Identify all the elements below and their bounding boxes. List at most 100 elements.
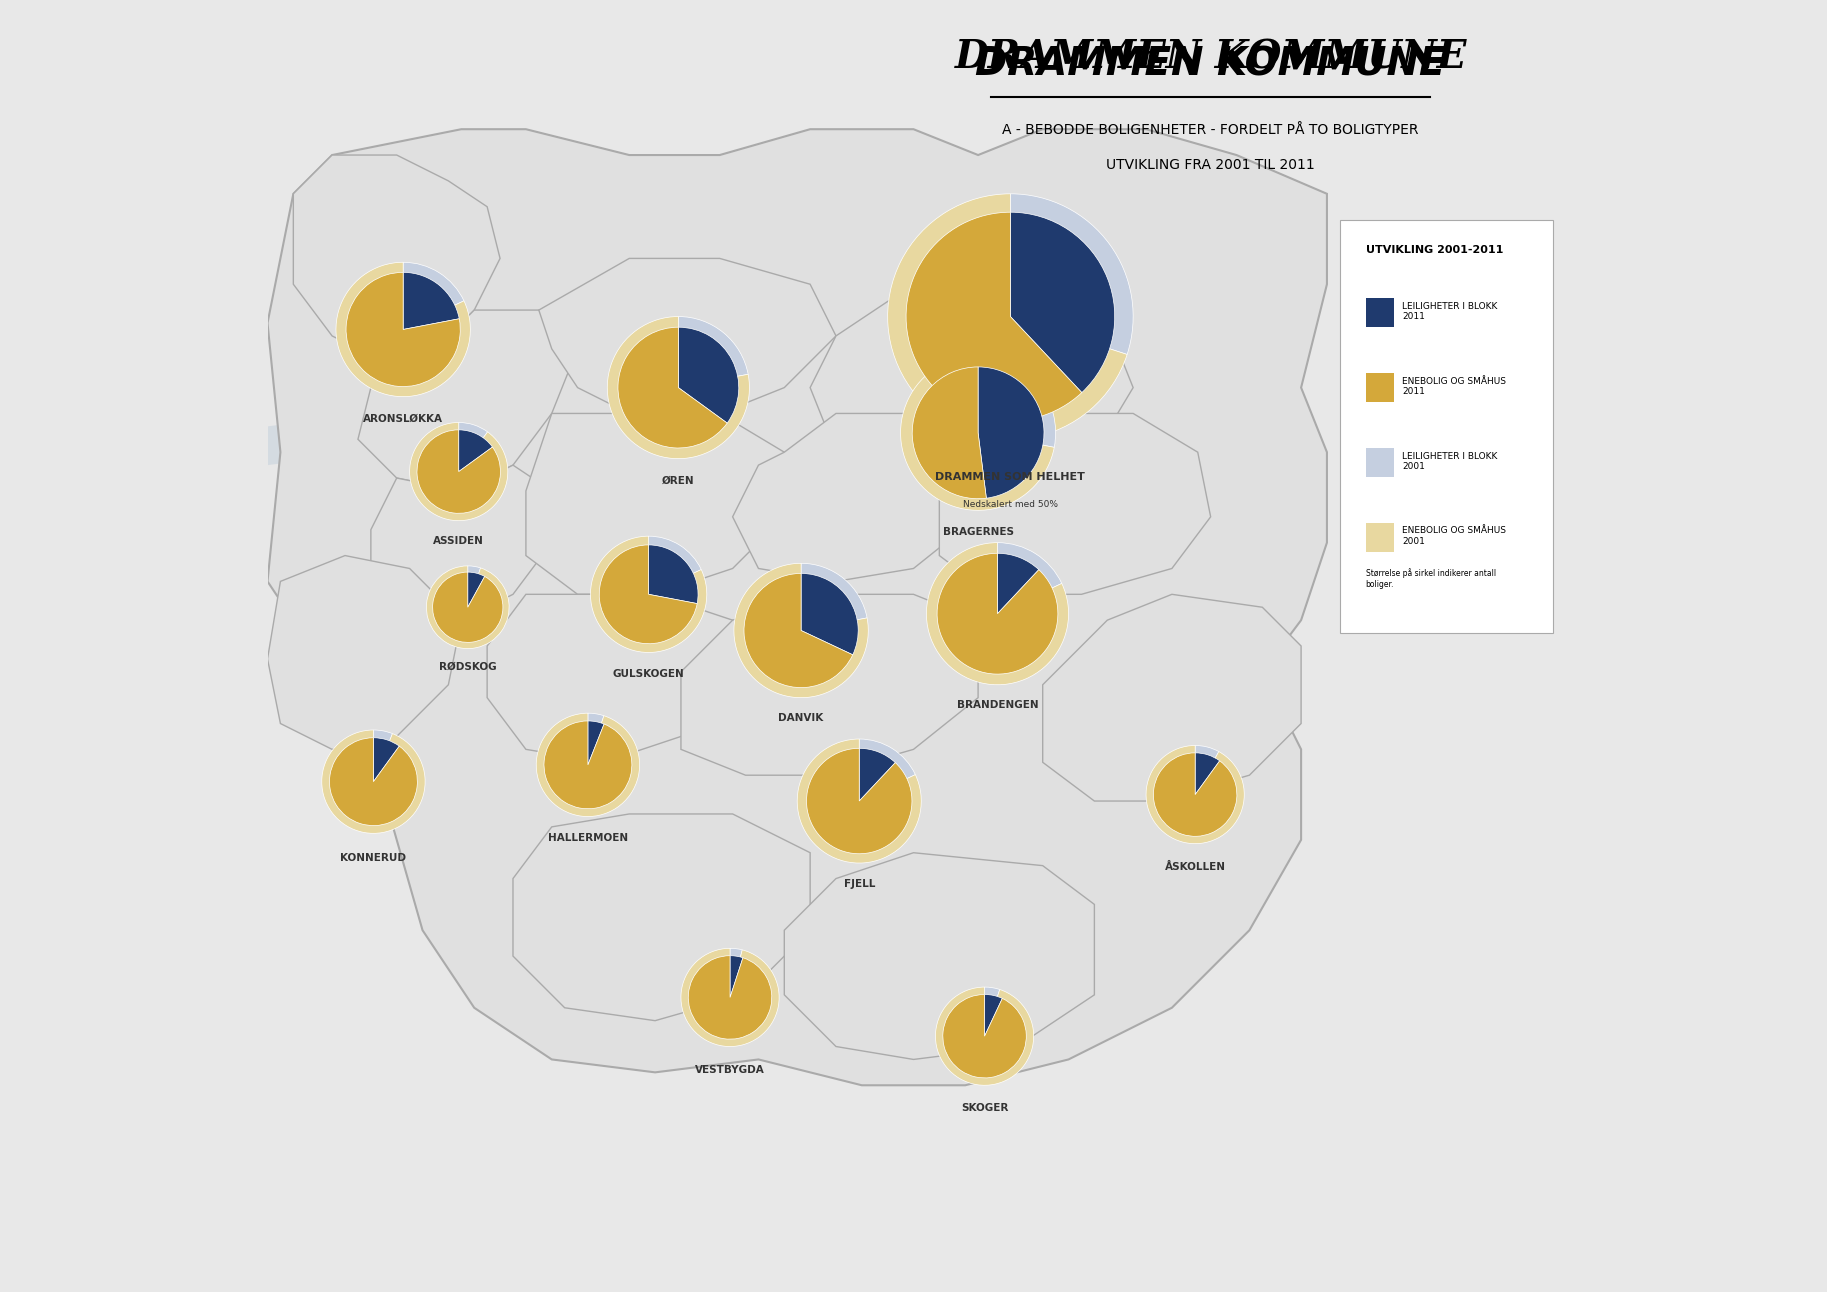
FancyBboxPatch shape	[1367, 373, 1394, 402]
Polygon shape	[526, 413, 784, 594]
Text: DRAMMEN KOMMUNE: DRAMMEN KOMMUNE	[954, 39, 1467, 76]
Wedge shape	[926, 543, 1069, 685]
Polygon shape	[809, 284, 1133, 491]
Wedge shape	[404, 262, 464, 329]
Wedge shape	[912, 367, 987, 499]
Wedge shape	[1010, 212, 1114, 393]
Polygon shape	[681, 594, 977, 775]
Text: SKOGER: SKOGER	[961, 1103, 1009, 1114]
Text: Størrelse på sirkel indikerer antall
boliger.: Størrelse på sirkel indikerer antall bol…	[1367, 568, 1496, 589]
Wedge shape	[1153, 753, 1237, 836]
Wedge shape	[800, 563, 868, 630]
Wedge shape	[404, 273, 459, 329]
Text: ÅSKOLLEN: ÅSKOLLEN	[1164, 862, 1226, 872]
Wedge shape	[649, 545, 698, 603]
Text: RØDSKOG: RØDSKOG	[438, 662, 497, 672]
Wedge shape	[433, 572, 502, 642]
Text: BRANDENGEN: BRANDENGEN	[957, 700, 1038, 711]
Wedge shape	[345, 273, 460, 386]
FancyBboxPatch shape	[1367, 448, 1394, 477]
Wedge shape	[731, 948, 742, 997]
Polygon shape	[267, 413, 1326, 491]
Polygon shape	[1043, 594, 1301, 801]
Wedge shape	[537, 713, 639, 817]
Wedge shape	[1010, 194, 1133, 354]
Wedge shape	[426, 566, 510, 649]
Wedge shape	[985, 987, 999, 1036]
Wedge shape	[468, 566, 481, 607]
Wedge shape	[998, 553, 1040, 614]
Wedge shape	[806, 748, 912, 854]
Text: GULSKOGEN: GULSKOGEN	[612, 669, 685, 680]
Wedge shape	[678, 327, 738, 422]
Wedge shape	[588, 713, 605, 765]
Wedge shape	[731, 956, 744, 997]
Polygon shape	[539, 258, 837, 413]
Wedge shape	[1195, 753, 1220, 795]
Wedge shape	[985, 995, 1003, 1036]
Wedge shape	[417, 430, 501, 513]
FancyBboxPatch shape	[1367, 298, 1394, 327]
Text: VESTBYGDA: VESTBYGDA	[694, 1065, 766, 1075]
Wedge shape	[409, 422, 508, 521]
Text: DRAMMEN KOMMUNE: DRAMMEN KOMMUNE	[976, 45, 1445, 83]
Wedge shape	[468, 572, 484, 607]
Wedge shape	[943, 995, 1027, 1078]
Text: ENEBOLIG OG SMÅHUS
2011: ENEBOLIG OG SMÅHUS 2011	[1401, 376, 1505, 397]
Wedge shape	[607, 317, 749, 459]
Wedge shape	[977, 355, 1056, 447]
Text: DRAMMEN SOM HELHET: DRAMMEN SOM HELHET	[935, 472, 1085, 482]
Wedge shape	[329, 738, 417, 826]
Wedge shape	[1146, 745, 1244, 844]
Wedge shape	[859, 739, 915, 801]
Wedge shape	[590, 536, 707, 652]
Wedge shape	[906, 212, 1082, 421]
Wedge shape	[689, 956, 771, 1039]
Text: ARONSLØKKA: ARONSLØKKA	[364, 413, 444, 424]
Wedge shape	[336, 262, 470, 397]
Wedge shape	[744, 574, 853, 687]
Wedge shape	[859, 748, 895, 801]
Wedge shape	[459, 430, 493, 472]
Wedge shape	[459, 422, 488, 472]
Wedge shape	[977, 367, 1043, 499]
Wedge shape	[734, 563, 868, 698]
Polygon shape	[513, 814, 809, 1021]
Text: UTVIKLING 2001-2011: UTVIKLING 2001-2011	[1367, 245, 1504, 256]
Wedge shape	[588, 721, 605, 765]
Text: BRAGERNES: BRAGERNES	[943, 527, 1014, 537]
Text: UTVIKLING FRA 2001 TIL 2011: UTVIKLING FRA 2001 TIL 2011	[1107, 158, 1315, 172]
Text: LEILIGHETER I BLOKK
2001: LEILIGHETER I BLOKK 2001	[1401, 451, 1498, 472]
Wedge shape	[681, 948, 778, 1047]
FancyBboxPatch shape	[1339, 220, 1553, 633]
FancyBboxPatch shape	[1367, 523, 1394, 552]
Wedge shape	[373, 730, 393, 782]
Text: DANVIK: DANVIK	[778, 713, 824, 724]
Wedge shape	[322, 730, 426, 833]
Wedge shape	[1195, 745, 1219, 795]
Polygon shape	[267, 129, 1326, 1085]
Wedge shape	[599, 545, 698, 643]
Wedge shape	[800, 574, 859, 655]
Wedge shape	[373, 738, 400, 782]
Text: A - BEBODDE BOLIGENHETER - FORDELT PÅ TO BOLIGTYPER: A - BEBODDE BOLIGENHETER - FORDELT PÅ TO…	[1003, 123, 1420, 137]
Text: FJELL: FJELL	[844, 879, 875, 889]
Text: ASSIDEN: ASSIDEN	[433, 536, 484, 547]
Polygon shape	[267, 556, 460, 749]
Polygon shape	[784, 853, 1094, 1059]
Text: LEILIGHETER I BLOKK
2011: LEILIGHETER I BLOKK 2011	[1401, 301, 1498, 322]
Wedge shape	[618, 327, 727, 448]
Polygon shape	[294, 155, 501, 362]
Polygon shape	[733, 413, 977, 581]
Wedge shape	[888, 194, 1127, 439]
Wedge shape	[797, 739, 921, 863]
Text: ØREN: ØREN	[661, 475, 694, 486]
Polygon shape	[488, 594, 733, 762]
Wedge shape	[998, 543, 1061, 614]
Wedge shape	[544, 721, 632, 809]
Text: ENEBOLIG OG SMÅHUS
2001: ENEBOLIG OG SMÅHUS 2001	[1401, 526, 1505, 547]
Polygon shape	[939, 413, 1211, 594]
Wedge shape	[678, 317, 749, 388]
Wedge shape	[901, 355, 1054, 510]
Text: KONNERUD: KONNERUD	[340, 853, 406, 863]
